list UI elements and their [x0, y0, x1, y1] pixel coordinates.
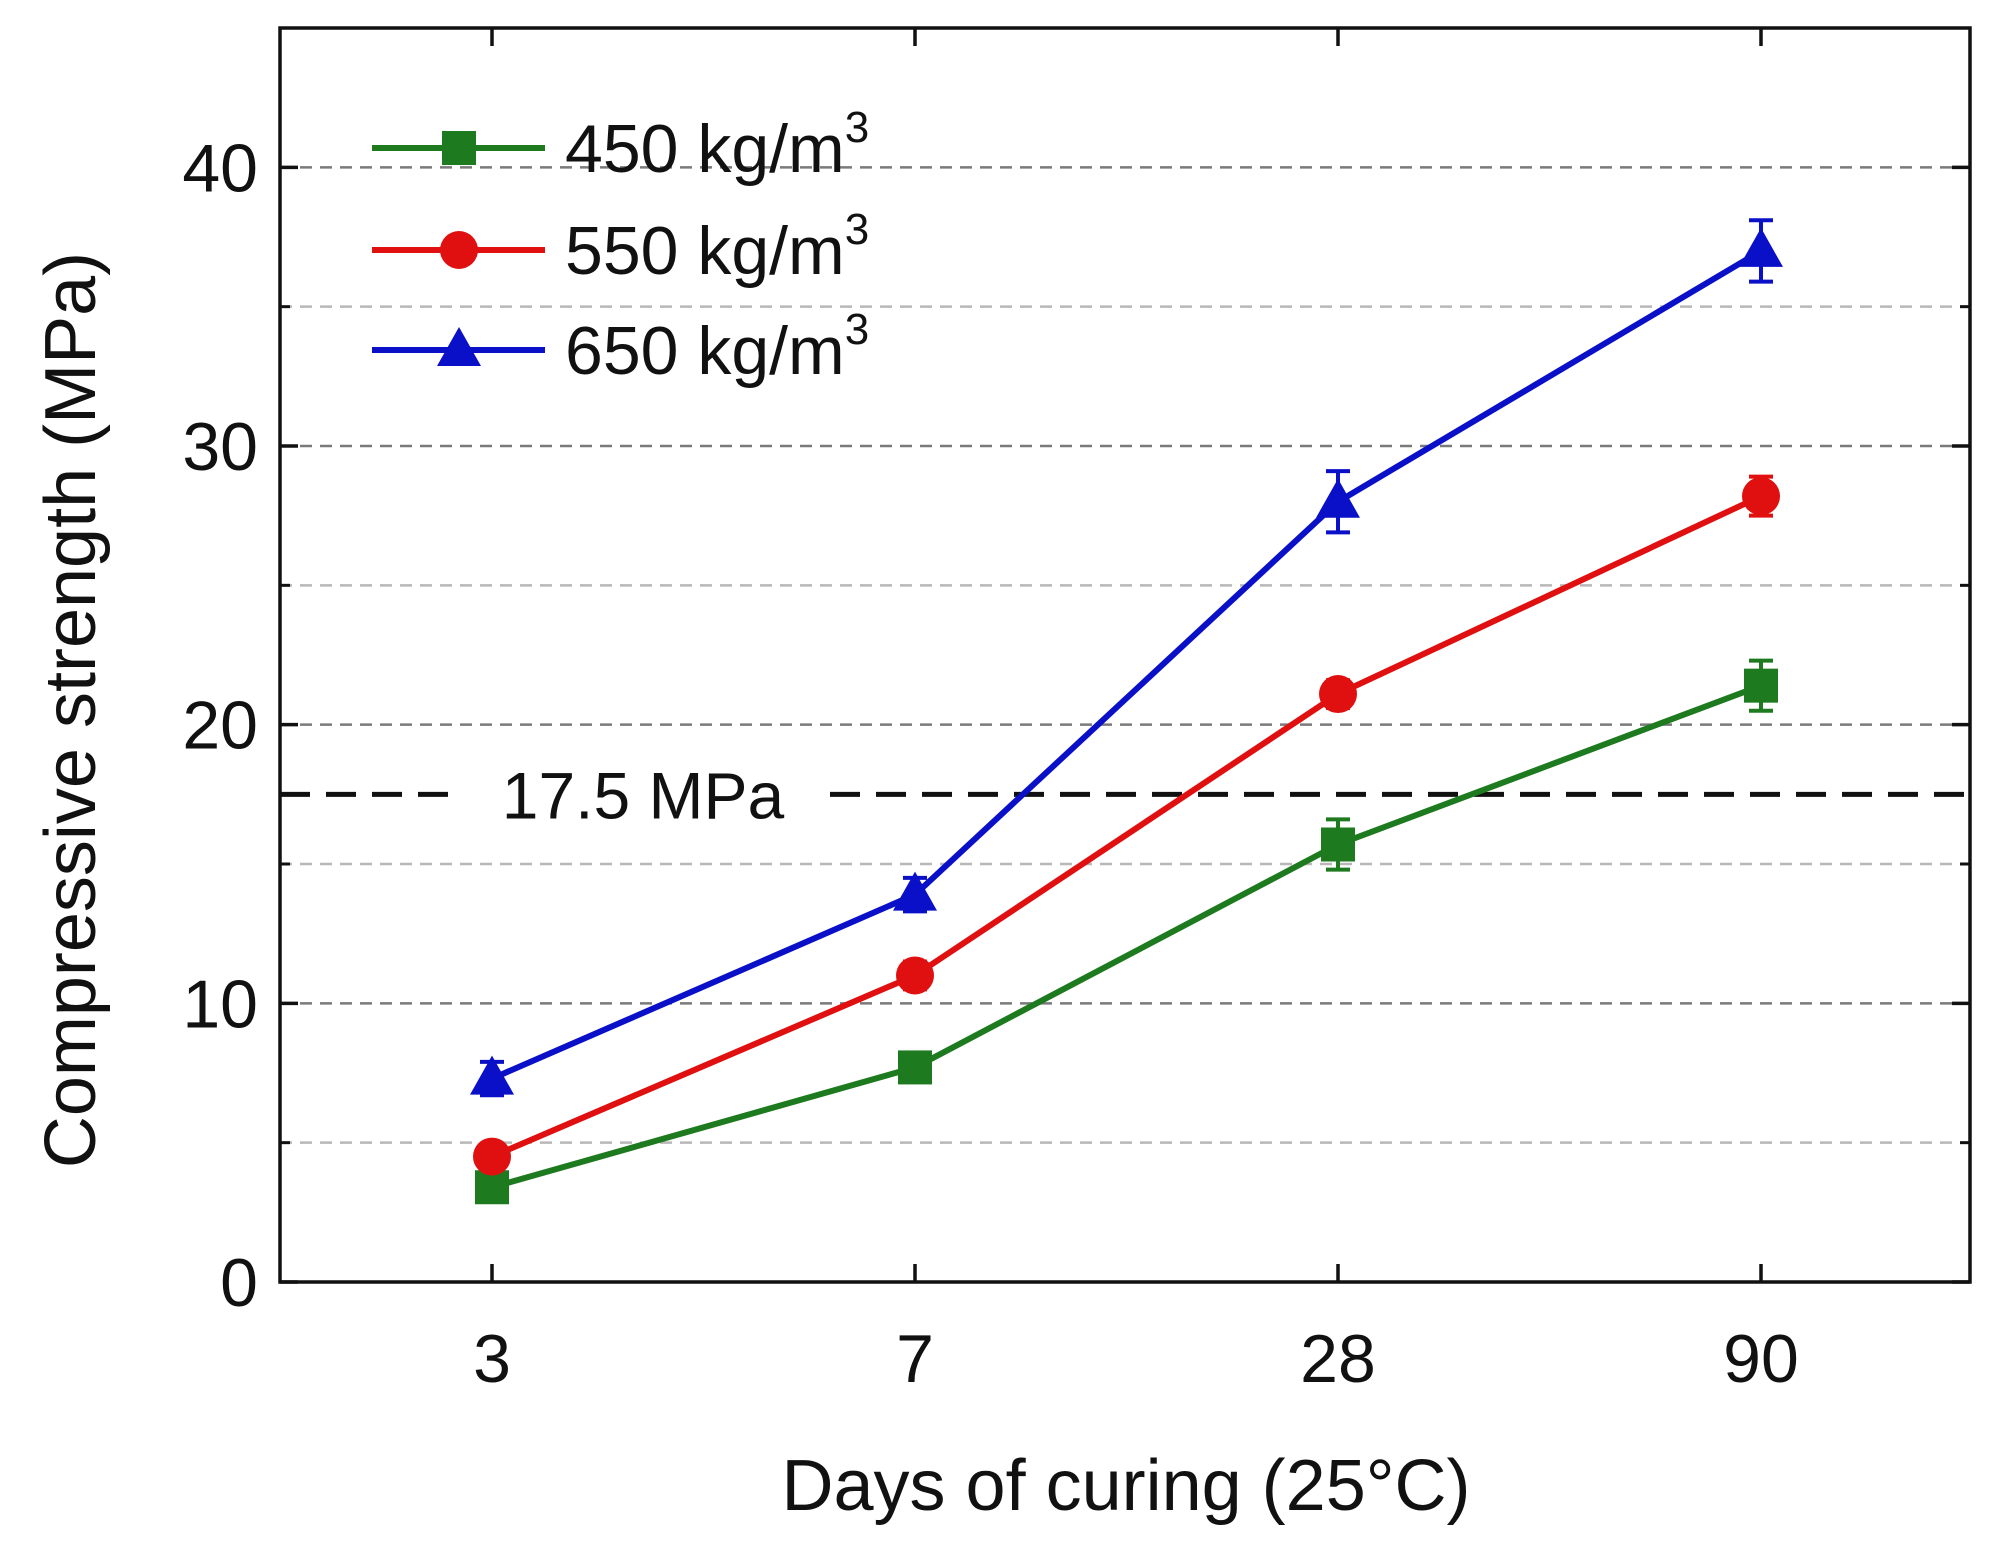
axes: 0 10 20 30 40 3 7 28 90 — [182, 26, 1972, 1397]
data-point — [473, 1137, 511, 1176]
legend-label: 550 kg/m3 — [565, 205, 869, 289]
series-line — [491, 682, 1763, 1191]
x-tick-label: 3 — [473, 1321, 511, 1397]
y-tick-label: 40 — [182, 130, 258, 206]
data-point — [1744, 668, 1778, 703]
legend-label: 650 kg/m3 — [565, 305, 869, 389]
legend-label: 450 kg/m3 — [565, 103, 869, 187]
data-point — [896, 956, 934, 995]
data-point — [1742, 477, 1780, 516]
reference-line-label: 17.5 MPa — [502, 758, 785, 832]
series-line — [490, 248, 1763, 1082]
data-point — [475, 1170, 509, 1205]
gridlines — [280, 166, 1970, 1144]
data-point — [1321, 827, 1355, 862]
y-tick-label: 30 — [182, 409, 258, 485]
data-point — [1319, 675, 1357, 714]
legend-marker — [442, 131, 476, 165]
data-point — [893, 871, 937, 911]
series-1 — [473, 474, 1780, 1176]
legend-marker — [437, 327, 481, 366]
data-point — [898, 1050, 932, 1085]
y-tick-label: 10 — [182, 966, 258, 1042]
y-tick-label: 20 — [182, 688, 258, 764]
data-point — [1316, 478, 1360, 518]
plot-frame — [278, 26, 1972, 1284]
series-2 — [470, 218, 1783, 1098]
y-tick-label: 0 — [220, 1245, 258, 1321]
legend-label-superscript: 3 — [845, 305, 869, 354]
data-point — [470, 1055, 514, 1095]
x-axis-label: Days of curing (25°C) — [781, 1446, 1470, 1526]
y-axis-label: Compressive strength (MPa) — [31, 252, 111, 1168]
legend-label-superscript: 3 — [845, 205, 869, 254]
data-point — [1739, 227, 1783, 267]
x-tick-label: 28 — [1300, 1321, 1376, 1397]
x-tick-label: 7 — [896, 1321, 934, 1397]
series-0 — [475, 658, 1778, 1205]
legend-marker — [440, 231, 478, 269]
legend-label-superscript: 3 — [845, 103, 869, 152]
legend: 450 kg/m3 550 kg/m3 650 kg/m3 — [372, 103, 869, 389]
x-tick-label: 90 — [1723, 1321, 1799, 1397]
reference-line-group: 17.5 MPa — [280, 758, 1970, 832]
series-group — [470, 218, 1783, 1205]
series-line — [490, 493, 1763, 1160]
